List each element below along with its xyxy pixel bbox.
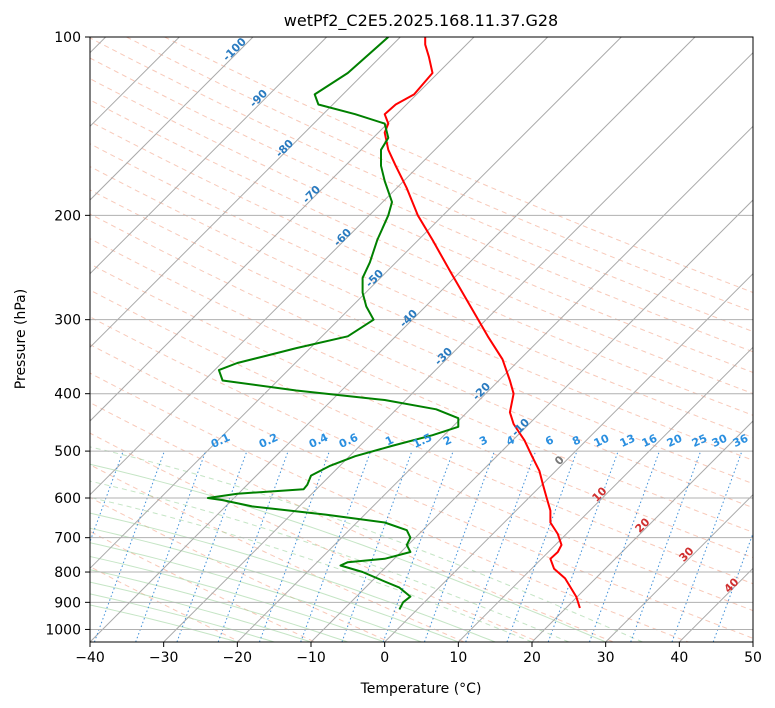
x-tick-label: 0 bbox=[380, 650, 389, 666]
chart-title: wetPf2_C2E5.2025.168.11.37.G28 bbox=[284, 11, 558, 31]
x-tick-label: 20 bbox=[523, 650, 541, 666]
x-tick-label: −40 bbox=[75, 650, 105, 666]
x-tick-label: −10 bbox=[296, 650, 326, 666]
x-tick-label: 30 bbox=[597, 650, 615, 666]
x-tick-label: 50 bbox=[744, 650, 762, 666]
y-tick-label: 800 bbox=[54, 565, 81, 581]
y-tick-label: 1000 bbox=[45, 622, 81, 638]
x-axis-label: Temperature (°C) bbox=[360, 681, 482, 697]
x-tick-label: 10 bbox=[449, 650, 467, 666]
y-tick-label: 700 bbox=[54, 531, 81, 547]
y-tick-label: 500 bbox=[54, 444, 81, 460]
y-tick-label: 600 bbox=[54, 491, 81, 507]
x-tick-label: −30 bbox=[149, 650, 179, 666]
x-tick-label: −20 bbox=[223, 650, 253, 666]
y-tick-label: 400 bbox=[54, 387, 81, 403]
y-tick-label: 900 bbox=[54, 595, 81, 611]
y-tick-label: 200 bbox=[54, 208, 81, 224]
y-tick-label: 100 bbox=[54, 30, 81, 46]
y-axis-label: Pressure (hPa) bbox=[13, 289, 29, 389]
x-tick-label: 40 bbox=[670, 650, 688, 666]
y-tick-label: 300 bbox=[54, 313, 81, 329]
